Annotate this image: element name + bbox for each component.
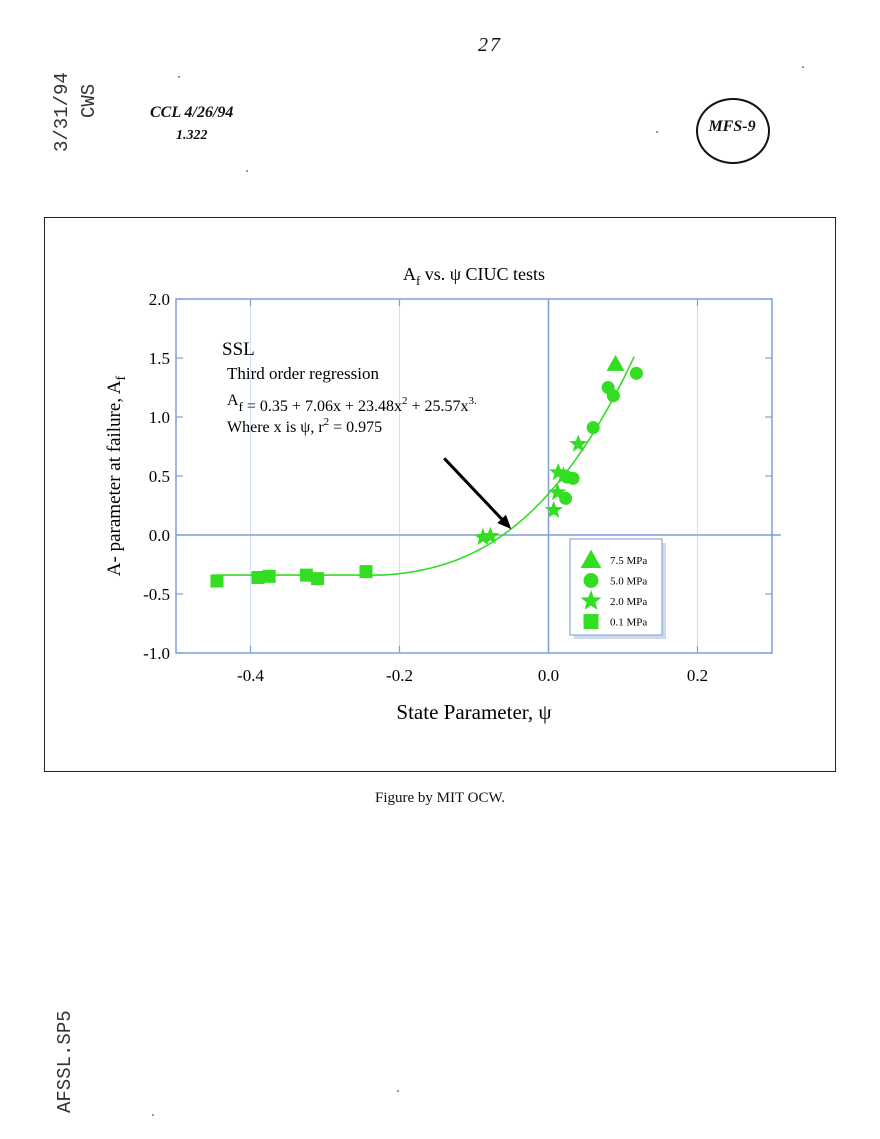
scan-speck: [802, 66, 804, 68]
legend-star-icon: [580, 590, 602, 610]
legend-label: 7.5 MPa: [610, 555, 647, 567]
legend-label: 5.0 MPa: [610, 576, 647, 588]
star-point: [473, 527, 492, 545]
data-markers: [210, 354, 643, 588]
star-point: [548, 483, 567, 501]
plot-area: [175, 298, 773, 654]
y-tick-label: -1.0: [143, 644, 170, 663]
circle-point: [586, 421, 600, 435]
title-rest: vs. ψ CIUC tests: [420, 264, 545, 284]
square-point: [262, 569, 276, 583]
title-main: A: [403, 264, 416, 284]
square-point: [359, 565, 373, 579]
eq-sq: 2: [402, 395, 408, 407]
scan-speck: [656, 131, 658, 133]
r2-sup: 2: [324, 416, 330, 428]
legend-triangle-icon: [580, 549, 602, 569]
legend: 7.5 MPa 5.0 MPa 2.0 MPa 0.1 MPa: [569, 538, 666, 639]
figure-caption: Figure by MIT OCW.: [374, 790, 505, 806]
triangle-point: [606, 354, 625, 371]
x-tick-label: 0.2: [687, 666, 708, 685]
handwritten-date-note: CCL 4/26/94: [150, 104, 234, 121]
r2-a: Where x is ψ, r: [227, 419, 324, 436]
eq-mid: = 0.35 + 7.06x + 23.48x: [243, 398, 402, 415]
zero-axis-lines: [176, 299, 781, 653]
x-axis-label: State Parameter, ψ: [396, 700, 551, 724]
circle-point: [559, 491, 573, 505]
grid-lines: [250, 299, 698, 653]
page-number: 27: [478, 34, 502, 56]
y-label-sub: f: [114, 375, 129, 380]
square-point: [299, 568, 313, 582]
y-tick-label: 1.0: [149, 408, 170, 427]
x-tick-label: 0.0: [538, 666, 559, 685]
eq-tail: + 25.57x: [407, 398, 468, 415]
figure-frame: [44, 217, 836, 772]
eq-cube: 3.: [469, 395, 478, 407]
legend-square-icon: [583, 614, 599, 629]
annotation-method: Third order regression: [227, 364, 380, 383]
star-point: [549, 463, 568, 481]
legend-box: [569, 538, 663, 636]
y-tick-label: 1.5: [149, 349, 170, 368]
annotation-r2: Where x is ψ, r2 = 0.975: [227, 416, 382, 436]
y-tick-label: 2.0: [149, 290, 170, 309]
star-point: [481, 526, 500, 544]
scan-speck: [152, 1114, 154, 1116]
eq-f: f: [239, 399, 244, 414]
y-axis-label: A- parameter at failure, Af: [104, 375, 129, 576]
axis-ticks: -1.0 -0.5 0.0 0.5 1.0 1.5 2.0 -0.4 -0.2 0.0 0.2: [143, 290, 772, 685]
annotation-ssl: SSL: [222, 339, 255, 360]
x-tick-label: -0.2: [386, 666, 413, 685]
circle-point: [629, 366, 643, 380]
star-point: [544, 500, 563, 518]
chart-title: Af vs. ψ CIUC tests: [403, 264, 545, 288]
scan-speck: [178, 76, 180, 78]
square-point: [251, 570, 265, 584]
handwritten-sub-note: 1.322: [176, 128, 208, 143]
eq-a: A: [227, 392, 239, 409]
annotation-arrow-head: [497, 514, 512, 530]
annotation-arrow: [443, 457, 503, 520]
star-point: [569, 434, 588, 452]
square-point: [311, 572, 325, 586]
legend-label: 0.1 MPa: [610, 617, 647, 629]
y-tick-label: 0.0: [149, 526, 170, 545]
x-tick-label: -0.4: [237, 666, 264, 685]
circled-mark: [696, 98, 770, 164]
square-point: [210, 574, 224, 588]
title-sub: f: [416, 273, 421, 288]
regression-annotation: SSL Third order regression Af = 0.35 + 7…: [222, 339, 512, 530]
scan-speck: [397, 1090, 399, 1092]
star-point: [554, 466, 573, 484]
y-tick-label: -0.5: [143, 585, 170, 604]
legend-circle-icon: [583, 573, 599, 588]
annotation-equation: Af = 0.35 + 7.06x + 23.48x2 + 25.57x3.: [227, 392, 477, 415]
r2-b: = 0.975: [329, 419, 382, 436]
circle-point: [606, 389, 620, 403]
y-tick-label: 0.5: [149, 467, 170, 486]
legend-label: 2.0 MPa: [610, 596, 647, 608]
circled-mark-label: MFS-9: [708, 118, 756, 135]
y-label-main: A- parameter at failure, A: [104, 380, 125, 576]
scan-speck: [246, 170, 248, 172]
